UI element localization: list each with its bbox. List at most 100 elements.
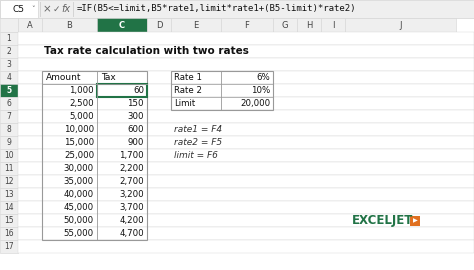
Text: fx: fx [62, 4, 71, 14]
Bar [18, 201, 474, 214]
Text: Amount: Amount [46, 73, 82, 82]
Bar [18, 84, 474, 97]
Text: C5: C5 [13, 5, 25, 14]
Text: 300: 300 [128, 112, 144, 121]
Text: ✓: ✓ [52, 5, 60, 14]
Text: Limit: Limit [174, 99, 195, 108]
Bar [18, 162, 474, 175]
Bar [0, 71, 18, 84]
Text: 13: 13 [4, 190, 14, 199]
Text: 10%: 10% [251, 86, 270, 95]
Bar [0, 45, 18, 58]
Bar [171, 18, 221, 32]
Bar [18, 227, 474, 240]
Bar [18, 214, 474, 227]
Text: EXCELJET: EXCELJET [352, 214, 413, 227]
Text: rate1 = F4: rate1 = F4 [174, 125, 222, 134]
Bar [0, 136, 18, 149]
Bar [0, 110, 18, 123]
Text: 15: 15 [4, 216, 14, 225]
Text: 15,000: 15,000 [64, 138, 94, 147]
Text: 10,000: 10,000 [64, 125, 94, 134]
Text: 25,000: 25,000 [64, 151, 94, 160]
Text: 4: 4 [7, 73, 11, 82]
Text: 17: 17 [4, 242, 14, 251]
Bar [18, 32, 474, 45]
Bar [18, 149, 474, 162]
Text: 16: 16 [4, 229, 14, 238]
Bar [0, 188, 18, 201]
Text: I: I [332, 21, 334, 29]
Bar [18, 175, 474, 188]
Text: Rate 2: Rate 2 [174, 86, 202, 95]
Bar [147, 18, 171, 32]
Text: 7: 7 [7, 112, 11, 121]
Bar [0, 240, 18, 253]
Bar [42, 71, 147, 240]
Text: C: C [119, 21, 125, 29]
Bar [0, 58, 18, 71]
Bar [0, 162, 18, 175]
Bar [18, 71, 474, 84]
Text: 5: 5 [7, 86, 11, 95]
Text: 35,000: 35,000 [64, 177, 94, 186]
Bar [18, 58, 474, 71]
Bar [0, 123, 18, 136]
Text: 50,000: 50,000 [64, 216, 94, 225]
Bar [0, 149, 18, 162]
Bar [410, 215, 420, 225]
Text: 30,000: 30,000 [64, 164, 94, 173]
Text: ˅: ˅ [31, 6, 35, 12]
Bar [297, 18, 321, 32]
Text: 2,700: 2,700 [119, 177, 144, 186]
Bar [18, 123, 474, 136]
Text: =IF(B5<=limit,B5*rate1,limit*rate1+(B5-limit)*rate2): =IF(B5<=limit,B5*rate1,limit*rate1+(B5-l… [77, 5, 356, 14]
Bar [221, 18, 273, 32]
Text: 4,200: 4,200 [119, 216, 144, 225]
Bar [0, 175, 18, 188]
Text: A: A [27, 21, 33, 29]
Bar [18, 188, 474, 201]
Text: 600: 600 [128, 125, 144, 134]
Text: 2,500: 2,500 [69, 99, 94, 108]
Text: 11: 11 [4, 164, 14, 173]
Text: rate2 = F5: rate2 = F5 [174, 138, 222, 147]
Text: limit = F6: limit = F6 [174, 151, 218, 160]
Text: 150: 150 [128, 99, 144, 108]
Text: F: F [245, 21, 249, 29]
Text: 4,700: 4,700 [119, 229, 144, 238]
Text: D: D [156, 21, 162, 29]
Text: 45,000: 45,000 [64, 203, 94, 212]
Text: 55,000: 55,000 [64, 229, 94, 238]
Text: 3,700: 3,700 [119, 203, 144, 212]
Text: 9: 9 [7, 138, 11, 147]
Text: ×: × [43, 4, 51, 14]
Bar [345, 18, 456, 32]
Bar [97, 18, 147, 32]
Text: 1,000: 1,000 [69, 86, 94, 95]
Text: 10: 10 [4, 151, 14, 160]
Bar [18, 136, 474, 149]
Bar [0, 214, 18, 227]
Bar [18, 45, 474, 58]
Text: H: H [306, 21, 312, 29]
Text: 6%: 6% [256, 73, 270, 82]
Bar [18, 97, 474, 110]
Text: 20,000: 20,000 [240, 99, 270, 108]
Text: 14: 14 [4, 203, 14, 212]
Text: B: B [66, 21, 73, 29]
Text: 3: 3 [7, 60, 11, 69]
Text: 60: 60 [133, 86, 144, 95]
Bar [273, 18, 297, 32]
Text: 5,000: 5,000 [69, 112, 94, 121]
Bar [42, 18, 97, 32]
Bar [97, 84, 147, 97]
Text: 12: 12 [4, 177, 14, 186]
Text: Tax: Tax [101, 73, 116, 82]
Bar [171, 71, 273, 110]
Text: 40,000: 40,000 [64, 190, 94, 199]
Text: Rate 1: Rate 1 [174, 73, 202, 82]
Bar [18, 18, 42, 32]
Bar [0, 0, 474, 18]
Bar [321, 18, 345, 32]
